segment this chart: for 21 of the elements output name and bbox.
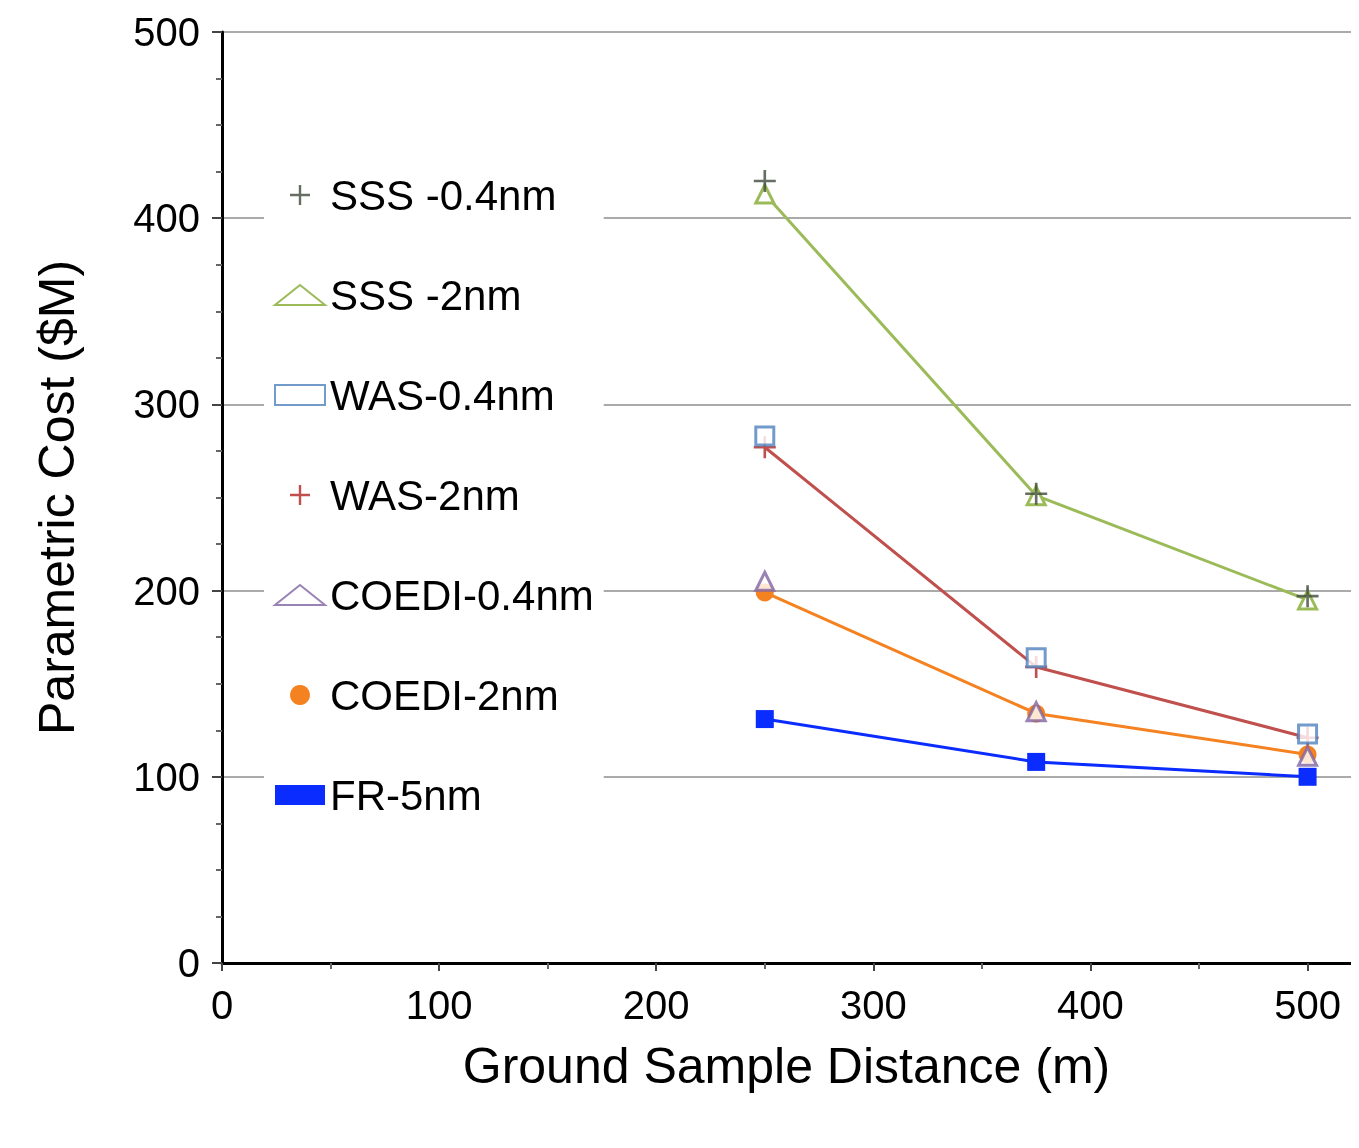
y-tick-label: 500: [133, 10, 200, 54]
x-tick-label: 200: [622, 983, 690, 1027]
y-tick-label: 300: [133, 382, 200, 427]
x-tick-label: 400: [1057, 983, 1124, 1027]
x-tick-label: 0: [210, 983, 234, 1027]
legend-label: COEDI-2nm: [330, 671, 559, 719]
legend-label: WAS-0.4nm: [330, 371, 555, 419]
legend-label: COEDI-0.4nm: [330, 571, 594, 619]
x-axis-title: Ground Sample Distance (m): [462, 1038, 1111, 1094]
y-tick-label: 200: [133, 568, 200, 613]
y-tick-label: 400: [133, 196, 200, 241]
legend-label: SSS -2nm: [330, 271, 522, 319]
y-axis-title: Parametric Cost ($M): [29, 259, 85, 736]
x-tick-label: 500: [1274, 983, 1341, 1027]
legend-label: FR-5nm: [330, 771, 482, 819]
legend-label: SSS -0.4nm: [330, 171, 557, 219]
y-tick-label: 100: [133, 754, 200, 799]
y-tick-label: 0: [177, 941, 200, 985]
x-tick-label: 300: [839, 983, 907, 1027]
x-tick-label: 100: [405, 983, 473, 1027]
legend-label: WAS-2nm: [330, 471, 520, 519]
